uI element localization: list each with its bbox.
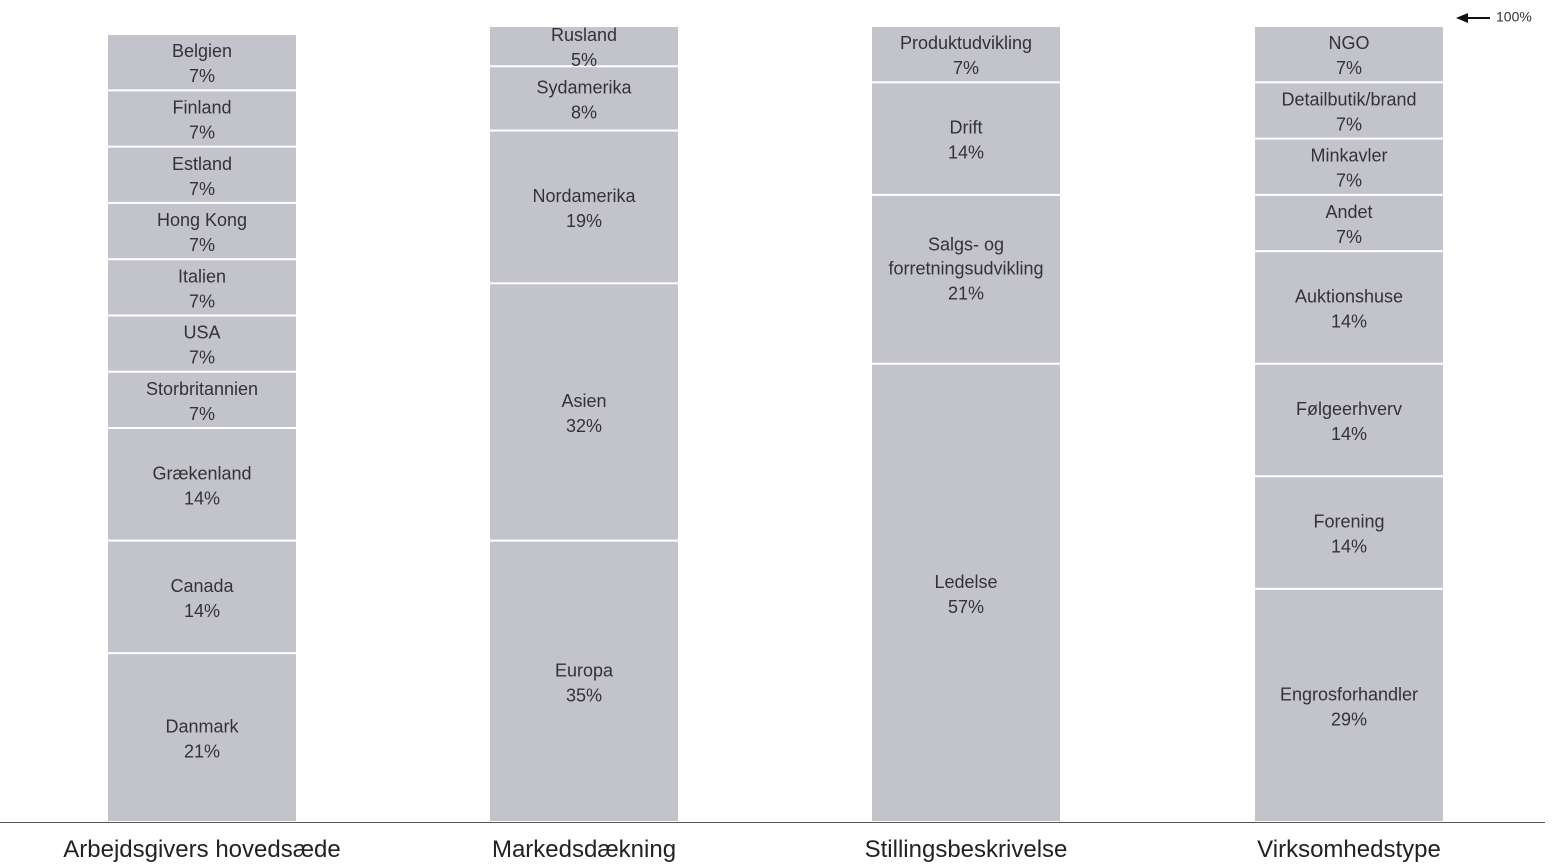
segment-label: Sydamerika	[536, 77, 632, 97]
segment-label: Finland	[172, 98, 231, 118]
segment-value: 14%	[184, 488, 220, 508]
segment-value: 14%	[1331, 311, 1367, 331]
segment	[490, 27, 678, 66]
segment-value: 7%	[189, 235, 215, 255]
segment-value: 7%	[189, 66, 215, 86]
segment-label: Engrosforhandler	[1280, 684, 1418, 704]
segment-label: Grækenland	[152, 463, 251, 483]
segment-value: 21%	[948, 283, 984, 303]
segment-label: Nordamerika	[532, 186, 636, 206]
segment-value: 7%	[189, 348, 215, 368]
segment-label: Estland	[172, 154, 232, 174]
segment-label: Hong Kong	[157, 210, 247, 230]
segment-value: 35%	[566, 685, 602, 705]
segment	[1255, 139, 1443, 194]
segment-label: Ledelse	[934, 572, 997, 592]
segment-value: 29%	[1331, 709, 1367, 729]
segment-label: Asien	[561, 391, 606, 411]
segment	[108, 541, 296, 653]
segment-value: 14%	[948, 143, 984, 163]
segment	[108, 316, 296, 371]
segment	[1255, 195, 1443, 251]
segment-value: 7%	[189, 404, 215, 424]
segment-label: Storbritannien	[146, 379, 258, 399]
segment-value: 7%	[189, 179, 215, 199]
segment-value: 14%	[1331, 537, 1367, 557]
segment	[872, 364, 1060, 821]
segment	[490, 541, 678, 821]
segment-label: Drift	[950, 118, 983, 138]
segment-label: NGO	[1328, 33, 1369, 53]
segment-label: Canada	[170, 576, 234, 596]
segment	[1255, 27, 1443, 82]
segment-value: 14%	[184, 601, 220, 621]
segment	[872, 83, 1060, 194]
segment	[1255, 83, 1443, 138]
segment	[108, 91, 296, 146]
category-label: Virksomhedstype	[1257, 836, 1441, 863]
segment-value: 14%	[1331, 424, 1367, 444]
segment-label: Belgien	[172, 41, 232, 61]
segment-label: Forening	[1313, 512, 1384, 532]
segment-label: Andet	[1325, 202, 1372, 222]
segment	[108, 35, 296, 90]
segment	[1255, 364, 1443, 476]
segment-value: 7%	[953, 58, 979, 78]
segment	[108, 372, 296, 428]
segment	[872, 195, 1060, 363]
segment	[108, 654, 296, 821]
segment-label: Salgs- og forretningsudvikling	[888, 234, 1043, 278]
segment-value: 19%	[566, 211, 602, 231]
category-label: Markedsdækning	[492, 836, 676, 863]
segment	[108, 260, 296, 315]
segment-label: Minkavler	[1310, 146, 1387, 166]
annotation-arrow-head	[1456, 13, 1468, 23]
segment-label: USA	[183, 323, 220, 343]
segment	[108, 429, 296, 540]
segment-label: Rusland	[551, 25, 617, 45]
segment-label: Italien	[178, 266, 226, 286]
category-label: Stillingsbeskrivelse	[865, 836, 1068, 863]
segment-label: Danmark	[165, 717, 239, 737]
segment-label: Detailbutik/brand	[1281, 89, 1416, 109]
segment-value: 7%	[1336, 227, 1362, 247]
segment-label: Produktudvikling	[900, 33, 1032, 53]
segment-label: Europa	[555, 660, 614, 680]
segment-value: 8%	[571, 102, 597, 122]
segment-label: Auktionshuse	[1295, 286, 1403, 306]
segment	[1255, 477, 1443, 588]
segment-value: 7%	[189, 291, 215, 311]
segment	[1255, 252, 1443, 363]
segment-value: 7%	[1336, 114, 1362, 134]
segment-value: 21%	[184, 742, 220, 762]
segment	[490, 284, 678, 540]
category-label: Arbejdsgivers hovedsæde	[63, 836, 341, 863]
segment-value: 32%	[566, 416, 602, 436]
segment	[108, 147, 296, 202]
annotation: 100%	[1496, 9, 1532, 25]
segment-value: 7%	[1336, 171, 1362, 191]
segment-label: Følgeerhverv	[1296, 399, 1402, 419]
segment-value: 57%	[948, 597, 984, 617]
segment	[490, 67, 678, 130]
segment-value: 5%	[571, 50, 597, 70]
segment	[108, 203, 296, 259]
segment	[490, 131, 678, 283]
segment-value: 7%	[189, 123, 215, 143]
segment	[1255, 589, 1443, 821]
segment-value: 7%	[1336, 58, 1362, 78]
segment	[872, 27, 1060, 82]
